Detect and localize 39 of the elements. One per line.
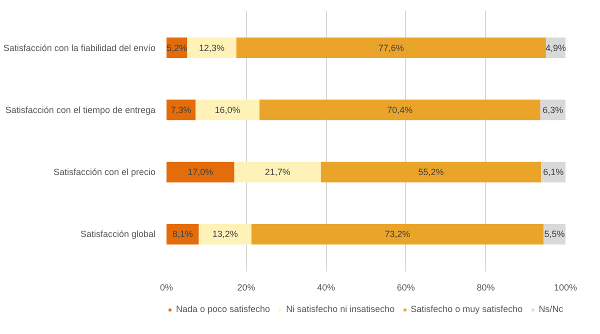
bar <box>187 38 236 58</box>
y-tick-label: Satisfacción con el tiempo de entrega <box>5 104 156 115</box>
bar <box>166 162 234 182</box>
data-label: 8,1% <box>172 229 193 240</box>
data-label: 77,6% <box>378 42 404 53</box>
data-label: 13,2% <box>212 229 238 240</box>
x-tick-label: 100% <box>554 282 578 292</box>
y-tick-label: Satisfacción con el precio <box>53 167 156 178</box>
bar <box>198 224 252 244</box>
data-label: 21,7% <box>264 167 290 178</box>
x-tick-label: 60% <box>396 282 415 292</box>
data-label: 70,4% <box>387 104 413 115</box>
legend-label: Ns/Nc <box>538 304 564 314</box>
x-tick-label: 20% <box>237 282 256 292</box>
y-tick-label: Satisfacción con la fiabilidad del envío <box>3 42 156 53</box>
data-label: 55,2% <box>418 167 444 178</box>
x-tick-label: 0% <box>160 282 174 292</box>
bar <box>234 162 321 182</box>
data-label: 7,3% <box>170 104 192 115</box>
data-label: 6,1% <box>543 167 564 178</box>
legend-label: Ni satisfecho ni insatisecho <box>286 304 395 314</box>
data-label: 12,3% <box>199 42 225 53</box>
data-label: 5,5% <box>544 229 565 240</box>
legend-label: Satisfecho o muy satisfecho <box>410 304 523 314</box>
y-tick-label: Satisfacción global <box>80 229 156 240</box>
bar <box>259 100 540 120</box>
bar <box>196 100 260 120</box>
bar <box>320 162 542 182</box>
data-label: 17,0% <box>188 167 214 178</box>
legend-label: Nada o poco satisfecho <box>176 304 270 314</box>
bar <box>166 224 199 244</box>
bar <box>251 224 544 244</box>
data-label: 6,3% <box>542 104 564 115</box>
data-label: 5,2% <box>166 42 188 53</box>
data-label: 16,0% <box>214 104 240 115</box>
bar <box>236 38 546 58</box>
x-tick-label: 40% <box>317 282 336 292</box>
x-tick-label: 80% <box>476 282 495 292</box>
data-label: 73,2% <box>384 229 410 240</box>
